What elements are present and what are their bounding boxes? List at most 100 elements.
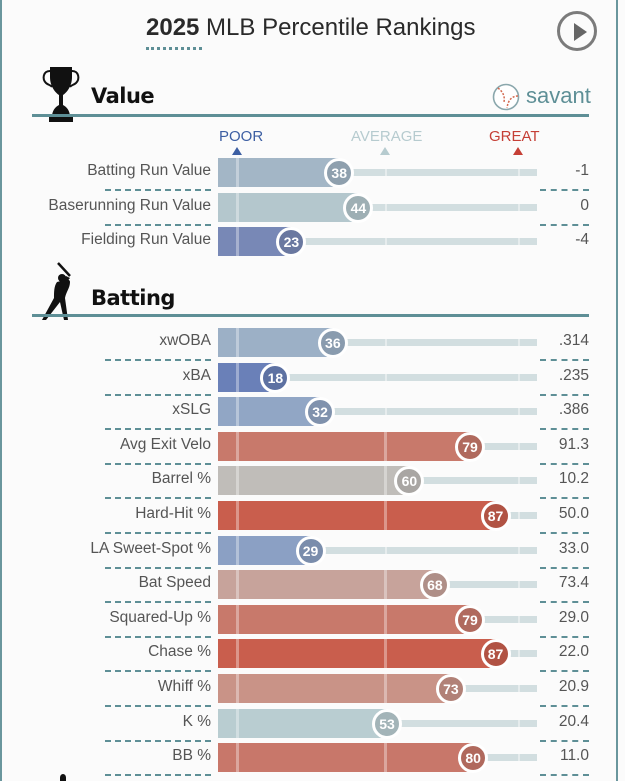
bar-divider: [236, 397, 239, 427]
row-divider: [105, 739, 211, 742]
right-border: [616, 0, 618, 781]
row-divider: [540, 497, 589, 500]
percentile-bar: [218, 674, 451, 703]
metric-label: Baserunning Run Value: [48, 196, 211, 214]
average-marker-icon: [380, 147, 390, 155]
metric-row[interactable]: Hard-Hit % 87 50.0: [0, 500, 625, 534]
play-button[interactable]: [557, 11, 597, 51]
row-divider: [105, 462, 211, 465]
section-rule: [32, 314, 589, 317]
track-divider: [518, 581, 520, 589]
percentile-badge: 79: [455, 431, 485, 462]
row-divider: [540, 462, 589, 465]
track-divider: [385, 339, 387, 346]
row-divider: [105, 635, 211, 638]
metric-row[interactable]: Chase % 87 22.0: [0, 638, 625, 673]
metric-row[interactable]: LA Sweet-Spot % 29 33.0: [0, 535, 625, 569]
bar-divider: [236, 192, 239, 222]
track-divider: [518, 169, 520, 176]
bar-divider: [384, 674, 387, 703]
trophy-icon: [42, 67, 80, 122]
percentile-track: [218, 546, 537, 554]
row-divider: [105, 428, 211, 431]
track-divider: [385, 238, 387, 246]
row-divider: [105, 532, 211, 534]
percentile-badge: 60: [394, 466, 425, 497]
track-divider: [385, 373, 387, 381]
legend-poor: POOR: [219, 128, 264, 145]
bar-divider: [384, 639, 387, 669]
row-divider: [105, 359, 211, 361]
metric-label: Barrel %: [151, 470, 211, 488]
metric-label: Squared-Up %: [109, 608, 211, 626]
percentile-bar: [218, 466, 410, 496]
bar-divider: [236, 604, 239, 634]
track-divider: [385, 203, 387, 211]
row-divider: [540, 635, 589, 638]
metric-row[interactable]: K % 53 20.4: [0, 708, 625, 742]
savant-logo[interactable]: savant: [492, 83, 592, 111]
metric-value: .314: [558, 332, 589, 349]
percentile-badge: 18: [260, 362, 291, 393]
track-divider: [518, 650, 520, 658]
metric-row[interactable]: Whiff % 73 20.9: [0, 673, 625, 707]
bar-divider: [236, 158, 239, 187]
track-divider: [385, 408, 387, 416]
percentile-badge: 87: [480, 639, 511, 670]
percentile-badge: 73: [435, 674, 466, 704]
track-divider: [518, 754, 520, 762]
bar-divider: [236, 674, 239, 703]
row-divider: [105, 705, 211, 707]
metric-value: .386: [558, 401, 589, 419]
track-divider: [385, 546, 387, 554]
title-underline-dots: [146, 47, 202, 53]
percentile-bar: [218, 535, 311, 565]
metric-row[interactable]: Avg Exit Velo 79 91.3: [0, 431, 625, 465]
savant-label: savant: [526, 83, 591, 108]
title-year: 2025: [146, 14, 200, 41]
percentile-badge: 53: [372, 708, 403, 739]
metric-value: 33.0: [558, 539, 589, 557]
percentile-bar: [218, 639, 496, 669]
row-divider: [540, 359, 589, 361]
bar-divider: [384, 604, 387, 634]
metric-row[interactable]: Baserunning Run Value 44 0: [0, 192, 625, 226]
percentile-badge: 80: [458, 743, 489, 774]
row-divider: [540, 428, 589, 431]
metric-row[interactable]: xSLG 32 .386: [0, 396, 625, 431]
track-divider: [518, 442, 520, 450]
metric-row[interactable]: xwOBA 36 .314: [0, 327, 625, 361]
section-header-value: Value: [32, 62, 589, 122]
percentile-track: [218, 169, 537, 176]
metric-row[interactable]: BB % 80 11.0: [0, 742, 625, 777]
metric-row[interactable]: xBA 18 .235: [0, 362, 625, 396]
row-divider: [105, 774, 211, 777]
metric-label: Bat Speed: [138, 574, 211, 592]
metric-label: Whiff %: [157, 678, 211, 695]
percentile-bar: [218, 743, 474, 773]
row-divider: [540, 670, 589, 673]
row-divider: [105, 223, 211, 226]
row-divider: [105, 497, 211, 500]
metric-row[interactable]: Batting Run Value 38 -1: [0, 157, 625, 191]
bar-divider: [384, 431, 387, 461]
metric-row[interactable]: Barrel % 60 10.2: [0, 465, 625, 500]
metric-label: xBA: [182, 366, 211, 384]
bar-divider: [236, 535, 239, 565]
metric-row[interactable]: Fielding Run Value 23 -4: [0, 226, 625, 258]
metric-row[interactable]: Bat Speed 68 73.4: [0, 569, 625, 604]
bar-divider: [384, 743, 387, 773]
poor-marker-icon: [232, 147, 242, 155]
left-border: [0, 0, 2, 781]
metric-label: LA Sweet-Spot %: [90, 539, 211, 557]
percentile-track: [218, 238, 537, 246]
percentile-track: [218, 203, 537, 211]
percentile-badge: 32: [305, 397, 336, 428]
track-divider: [518, 685, 520, 692]
metric-row[interactable]: Squared-Up % 79 29.0: [0, 604, 625, 638]
bar-divider: [236, 570, 239, 600]
metric-value: 50.0: [558, 505, 589, 522]
page-title: 2025 MLB Percentile Rankings: [146, 14, 476, 42]
percentile-badge: 23: [276, 227, 307, 258]
section-rule: [32, 114, 589, 117]
